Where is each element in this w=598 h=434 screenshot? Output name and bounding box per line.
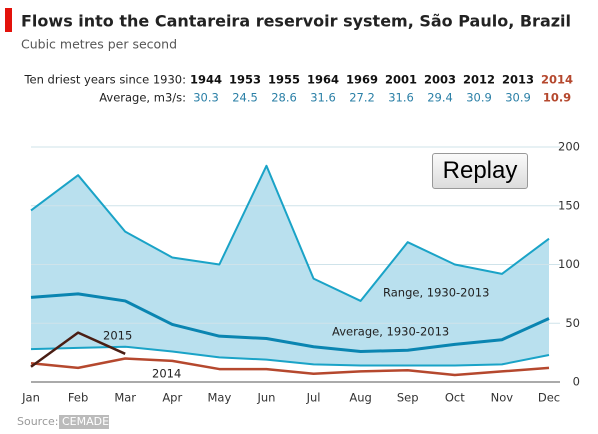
year: 1969 — [346, 73, 378, 87]
series-label: 2014 — [152, 367, 181, 381]
year: 1944 — [190, 73, 222, 87]
series-label: Average, 1930-2013 — [332, 325, 449, 339]
year: 2001 — [385, 73, 417, 87]
year-average: 28.6 — [271, 91, 297, 105]
y-tick-label: 0 — [573, 375, 580, 389]
range-lower — [30, 345, 550, 367]
year-average: 30.9 — [505, 91, 531, 105]
averages-label: Average, m3/s: — [99, 91, 186, 105]
x-tick-label: Jul — [306, 391, 321, 405]
y-tick-label: 100 — [558, 257, 580, 271]
y-tick-label: 50 — [565, 316, 580, 330]
range-label: Range, 1930-2013 — [383, 286, 489, 300]
x-tick-label: Oct — [445, 391, 465, 405]
subtitle: Cubic metres per second — [21, 37, 177, 52]
x-tick-label: May — [207, 391, 231, 405]
year-average: 30.9 — [466, 91, 492, 105]
y-tick-label: 200 — [558, 140, 580, 154]
year-average: 10.9 — [543, 91, 571, 105]
year: 2003 — [424, 73, 456, 87]
x-tick-label: Jun — [256, 391, 275, 405]
x-tick-label: Sep — [397, 391, 419, 405]
year: 1955 — [268, 73, 300, 87]
replay-button[interactable]: Replay — [432, 153, 528, 189]
source-name: CEMADEN — [62, 415, 117, 428]
series-line — [30, 292, 550, 353]
year: 2013 — [502, 73, 534, 87]
series-label: 2015 — [103, 329, 132, 343]
year-average: 31.6 — [388, 91, 414, 105]
year-average: 24.5 — [232, 91, 258, 105]
range-upper — [30, 164, 550, 302]
source-highlight — [59, 415, 109, 429]
year-average: 29.4 — [427, 91, 453, 105]
x-tick-label: Dec — [538, 391, 560, 405]
source-label: Source: — [17, 415, 59, 428]
series-line — [30, 357, 550, 377]
title-marker — [5, 8, 12, 32]
x-tick-label: Feb — [68, 391, 88, 405]
series-line — [30, 331, 126, 368]
year-average: 27.2 — [349, 91, 375, 105]
year: 1953 — [229, 73, 261, 87]
range-area — [31, 165, 549, 366]
x-tick-label: Mar — [114, 391, 136, 405]
year: 2014 — [541, 73, 573, 87]
chart-title: Flows into the Cantareira reservoir syst… — [21, 12, 571, 31]
year: 1964 — [307, 73, 339, 87]
y-tick-label: 150 — [558, 198, 580, 212]
x-tick-label: Jan — [21, 391, 40, 405]
x-tick-label: Apr — [162, 391, 182, 405]
year-average: 31.6 — [310, 91, 336, 105]
years-label: Ten driest years since 1930: — [23, 73, 186, 87]
x-tick-label: Nov — [491, 391, 514, 405]
year: 2012 — [463, 73, 495, 87]
year-average: 30.3 — [193, 91, 219, 105]
x-tick-label: Aug — [349, 391, 371, 405]
